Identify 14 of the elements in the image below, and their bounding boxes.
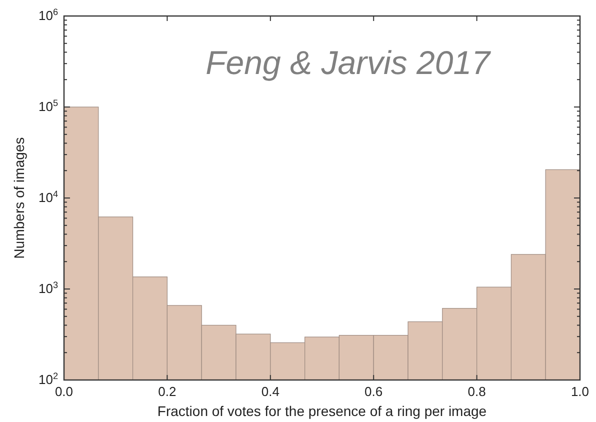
x-tick-label: 0.8	[468, 384, 486, 399]
annotation: Feng & Jarvis 2017	[206, 44, 492, 81]
y-tick-label: 10$^{4}$	[38, 189, 58, 205]
y-tick-label: 10$^{6}$	[38, 7, 58, 23]
y-tick-label: 10$^{5}$	[38, 98, 58, 114]
x-axis-title: Fraction of votes for the presence of a ring per image	[157, 403, 487, 419]
y-tick-label: 10$^{3}$	[38, 280, 58, 296]
x-tick-label: 0.2	[158, 384, 176, 399]
x-tick-label: 0.0	[54, 384, 74, 399]
y-tick-label: 10$^{2}$	[38, 371, 58, 387]
x-tick-label: 1.0	[570, 384, 590, 399]
y-axis-title: Numbers of images	[11, 137, 27, 259]
x-tick-label: 0.4	[261, 384, 280, 399]
x-tick-label: 0.6	[364, 384, 383, 399]
